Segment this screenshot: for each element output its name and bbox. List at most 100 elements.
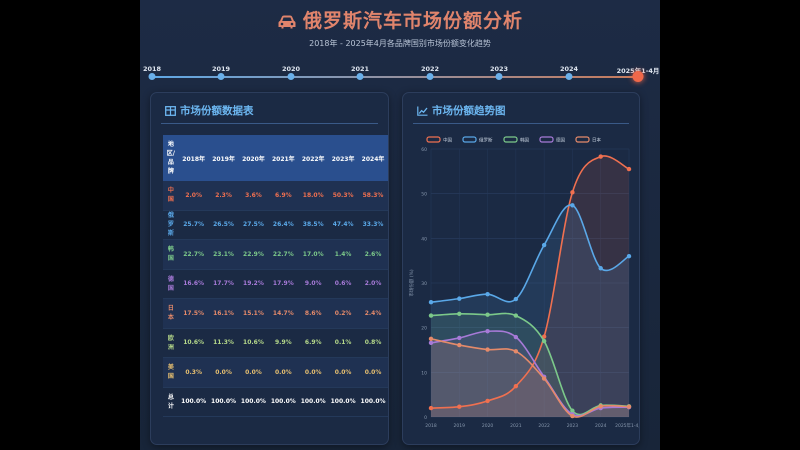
timeline-year-dot[interactable] [495,73,503,80]
table-cell: 14.7% [268,298,299,329]
timeline-year-dot[interactable] [287,73,295,80]
legend-label: 德国 [556,137,565,144]
table-cell: 100.0% [238,387,269,417]
column-header-year: 2024年 [358,135,388,181]
y-tick-label: 40 [421,236,427,242]
series-line [430,338,630,418]
data-point [457,296,462,301]
trend-chart-panel: 市场份额趋势图 0 10 20 30 40 50 60 2018 2019 2020 2021 202… [402,92,640,445]
timeline-line [152,76,642,78]
row-label: 总计 [163,387,179,417]
legend-swatch [462,136,477,143]
table-cell: 100.0% [358,387,388,417]
table-row: 德国 16.6% 17.7% 19.2% 17.9% 9.0% 0.6% 2.0% [163,269,388,299]
data-point [428,336,434,342]
data-point [485,312,490,317]
y-tick-label: 60 [421,147,427,153]
y-axis-label: 市场份额 (%) [408,269,415,296]
table-cell: 10.6% [178,328,209,358]
timeline-year-label[interactable]: 2019 [211,65,231,73]
row-label: 中国 [163,181,179,211]
column-header-region: 地区/品牌 [163,135,179,181]
legend-label: 日本 [592,137,601,144]
table-cell: 100.0% [328,387,359,417]
timeline-year-label[interactable]: 2021 [350,65,370,73]
timeline-year-dot[interactable] [426,73,434,80]
table-cell: 17.7% [208,269,239,299]
table-cell: 100.0% [178,387,209,417]
table-cell: 6.9% [268,181,299,211]
timeline-year-label[interactable]: 2018 [142,65,162,73]
timeline-year-label[interactable]: 2022 [420,65,440,73]
data-point [570,413,575,419]
table-cell: 2.4% [358,298,388,329]
table-cell: 26.5% [208,210,239,240]
table-cell: 19.2% [238,269,269,299]
x-tick-label: 2018 [425,423,437,429]
timeline-year-dot[interactable] [565,73,573,80]
chart-panel-header: 市场份额趋势图 [417,103,506,119]
table-cell: 2.0% [358,269,388,299]
legend-label: 中国 [443,137,452,144]
series-line [430,204,630,304]
row-label: 德国 [163,269,179,299]
table-panel-header: 市场份额数据表 [165,103,254,119]
timeline-year-dot[interactable] [632,71,644,82]
table-cell: 27.5% [238,210,269,240]
table-row: 总计 100.0% 100.0% 100.0% 100.0% 100.0% 100.0% 10… [163,387,388,417]
series-line [430,155,630,409]
timeline-year-dot[interactable] [148,73,156,80]
column-header-year: 2020年 [238,135,269,181]
timeline-year-label[interactable]: 2023 [489,65,509,73]
data-table-panel: 市场份额数据表 地区/品牌 2018年 2019年 2020年 2021年 2022年 20… [150,92,389,445]
column-header-year: 2018年 [178,135,209,181]
data-point [428,405,434,411]
data-point [485,398,490,404]
data-point [513,334,519,340]
divider [161,123,378,124]
row-label: 韩国 [163,239,179,270]
table-cell: 16.1% [208,298,239,329]
x-tick-label: 2024 [595,423,607,429]
table-cell: 8.6% [298,298,329,329]
data-point [428,313,434,318]
data-point [513,296,519,302]
table-header-row: 地区/品牌 2018年 2019年 2020年 2021年 2022年 2023年 2024年 [163,135,388,181]
table-cell: 3.6% [238,181,269,211]
data-point [570,190,575,195]
table-cell: 58.3% [358,181,388,211]
timeline-year-dot[interactable] [217,73,225,80]
data-point [570,408,575,413]
data-point [513,383,519,389]
data-point [457,342,462,348]
data-point [457,404,462,409]
data-point [513,349,519,354]
data-point [485,347,490,352]
table-cell: 0.0% [298,357,329,388]
data-point [626,404,632,409]
x-tick-label: 2025年1-4月 [615,422,639,429]
legend-label: 俄罗斯 [479,137,493,144]
table-icon [165,106,176,119]
data-point [626,166,632,172]
y-tick-label: 30 [421,281,427,287]
table-cell: 25.7% [178,210,209,240]
table-cell: 17.5% [178,298,209,329]
legend-swatch [575,136,590,143]
table-panel-title: 市场份额数据表 [180,105,254,117]
timeline-year-label[interactable]: 2020 [281,65,301,73]
line-chart-icon [417,106,428,119]
data-point [598,404,603,409]
timeline-year-dot[interactable] [356,73,364,80]
page-title-text: 俄罗斯汽车市场份额分析 [302,10,523,32]
data-point [598,154,603,159]
timeline-year-label[interactable]: 2024 [559,65,579,73]
series-line [430,312,630,416]
table-cell: 22.7% [268,239,299,270]
table-cell: 6.9% [298,328,329,358]
column-header-year: 2022年 [298,135,329,181]
table-row: 中国 2.0% 2.3% 3.6% 6.9% 18.0% 50.3% 58.3% [163,181,388,211]
column-header-year: 2019年 [208,135,239,181]
x-tick-label: 2019 [454,423,466,429]
